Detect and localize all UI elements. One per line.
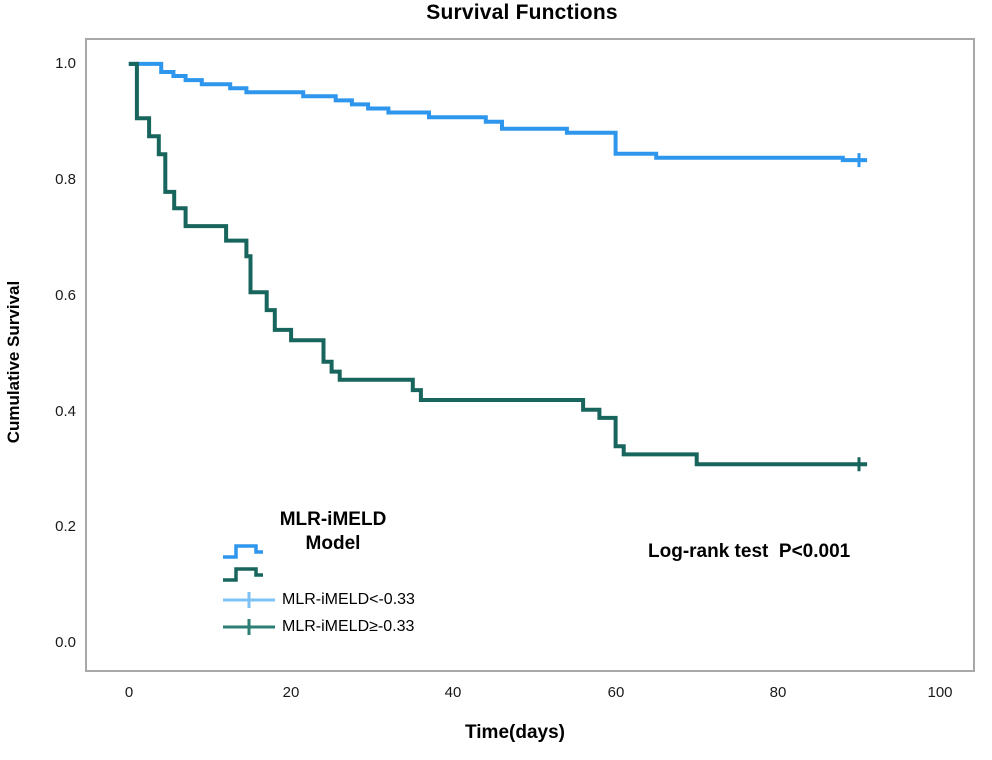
step-line-icon-path [223, 567, 263, 582]
y-tick-label: 0.2 [55, 518, 76, 535]
censor-marker [852, 153, 867, 168]
step-line-icon-path [223, 544, 263, 559]
y-tick-label: 0.4 [55, 403, 76, 420]
kaplan-meier-plot [128, 61, 868, 472]
y-tick-label: 0.0 [55, 634, 76, 651]
chart-title: Survival Functions [426, 1, 618, 24]
censor-plus-icon [223, 592, 275, 608]
censor-plus-icon-path [223, 592, 275, 608]
x-tick-label: 80 [769, 684, 787, 701]
legend-item-low-risk: MLR-iMELD<-0.33 [222, 591, 415, 609]
step-line-icon [223, 567, 263, 582]
y-tick-label: 1.0 [55, 55, 76, 72]
legend-title: MLR-iMELD Model [233, 508, 433, 556]
x-tick-label: 40 [444, 684, 462, 701]
legend-item-high-risk: MLR-iMELD≥-0.33 [222, 618, 414, 636]
censor-plus-icon [223, 619, 275, 635]
log-rank-annotation: Log-rank test P<0.001 [648, 541, 851, 562]
legend-label-low-risk: MLR-iMELD<-0.33 [282, 591, 415, 608]
legend-sample-low-risk-curve [222, 543, 268, 561]
x-tick-label: 20 [282, 684, 300, 701]
x-tick-label: 0 [124, 684, 134, 701]
legend-title-line2: Model [305, 533, 361, 554]
x-tick-label: 60 [607, 684, 625, 701]
y-axis-title: Cumulative Survival [4, 280, 23, 444]
legend-title-line1: MLR-iMELD [279, 509, 387, 530]
legend-label-high-risk: MLR-iMELD≥-0.33 [282, 618, 415, 635]
censor-marker [852, 457, 867, 472]
y-tick-label: 0.6 [55, 287, 76, 304]
censor-plus-icon-path [223, 619, 275, 635]
survival-curve-2 [128, 61, 868, 467]
x-axis-title: Time(days) [465, 722, 565, 743]
plot-area: MLR-iMELD Model MLR-iMELD<-0.33 MLR-iMEL… [85, 38, 975, 672]
x-tick-label: 100 [927, 684, 953, 701]
legend-sample-high-risk-curve [222, 566, 268, 584]
survival-curve-1 [128, 61, 868, 163]
step-line-icon [223, 544, 263, 559]
y-tick-label: 0.8 [55, 171, 76, 188]
